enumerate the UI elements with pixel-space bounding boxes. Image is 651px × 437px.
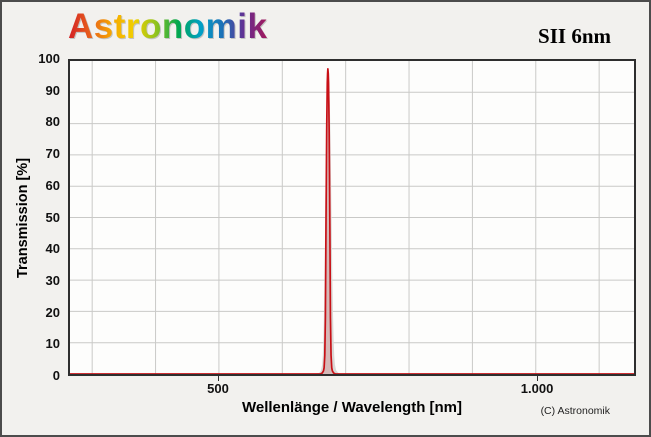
y-tick-label: 10 — [45, 336, 60, 352]
x-tick-mark — [537, 376, 539, 381]
y-tick-label: 20 — [45, 304, 60, 320]
y-tick-label: 30 — [45, 272, 60, 288]
copyright-note: (C) Astronomik — [540, 405, 610, 417]
x-tick-label: 500 — [207, 381, 229, 396]
transmission-curve-svg — [70, 61, 634, 374]
y-tick-label: 70 — [45, 146, 60, 162]
plot-area — [68, 59, 636, 376]
y-tick-label: 0 — [52, 368, 60, 383]
astronomik-logo: Astronomik — [68, 7, 268, 46]
transmission-curve — [70, 67, 634, 374]
y-tick-label: 100 — [38, 51, 60, 66]
y-tick-label: 80 — [45, 114, 60, 130]
x-axis-title: Wellenlänge / Wavelength [nm] — [241, 399, 463, 416]
y-tick-label: 40 — [45, 241, 60, 257]
tolerance-band — [70, 73, 634, 374]
x-tick-mark — [217, 376, 219, 381]
y-tick-label: 60 — [45, 177, 60, 193]
y-tick-label: 90 — [45, 82, 60, 98]
y-tick-label: 50 — [45, 209, 60, 225]
filter-name-label: SII 6nm — [538, 24, 611, 48]
x-tick-label: 1.000 — [520, 381, 554, 396]
